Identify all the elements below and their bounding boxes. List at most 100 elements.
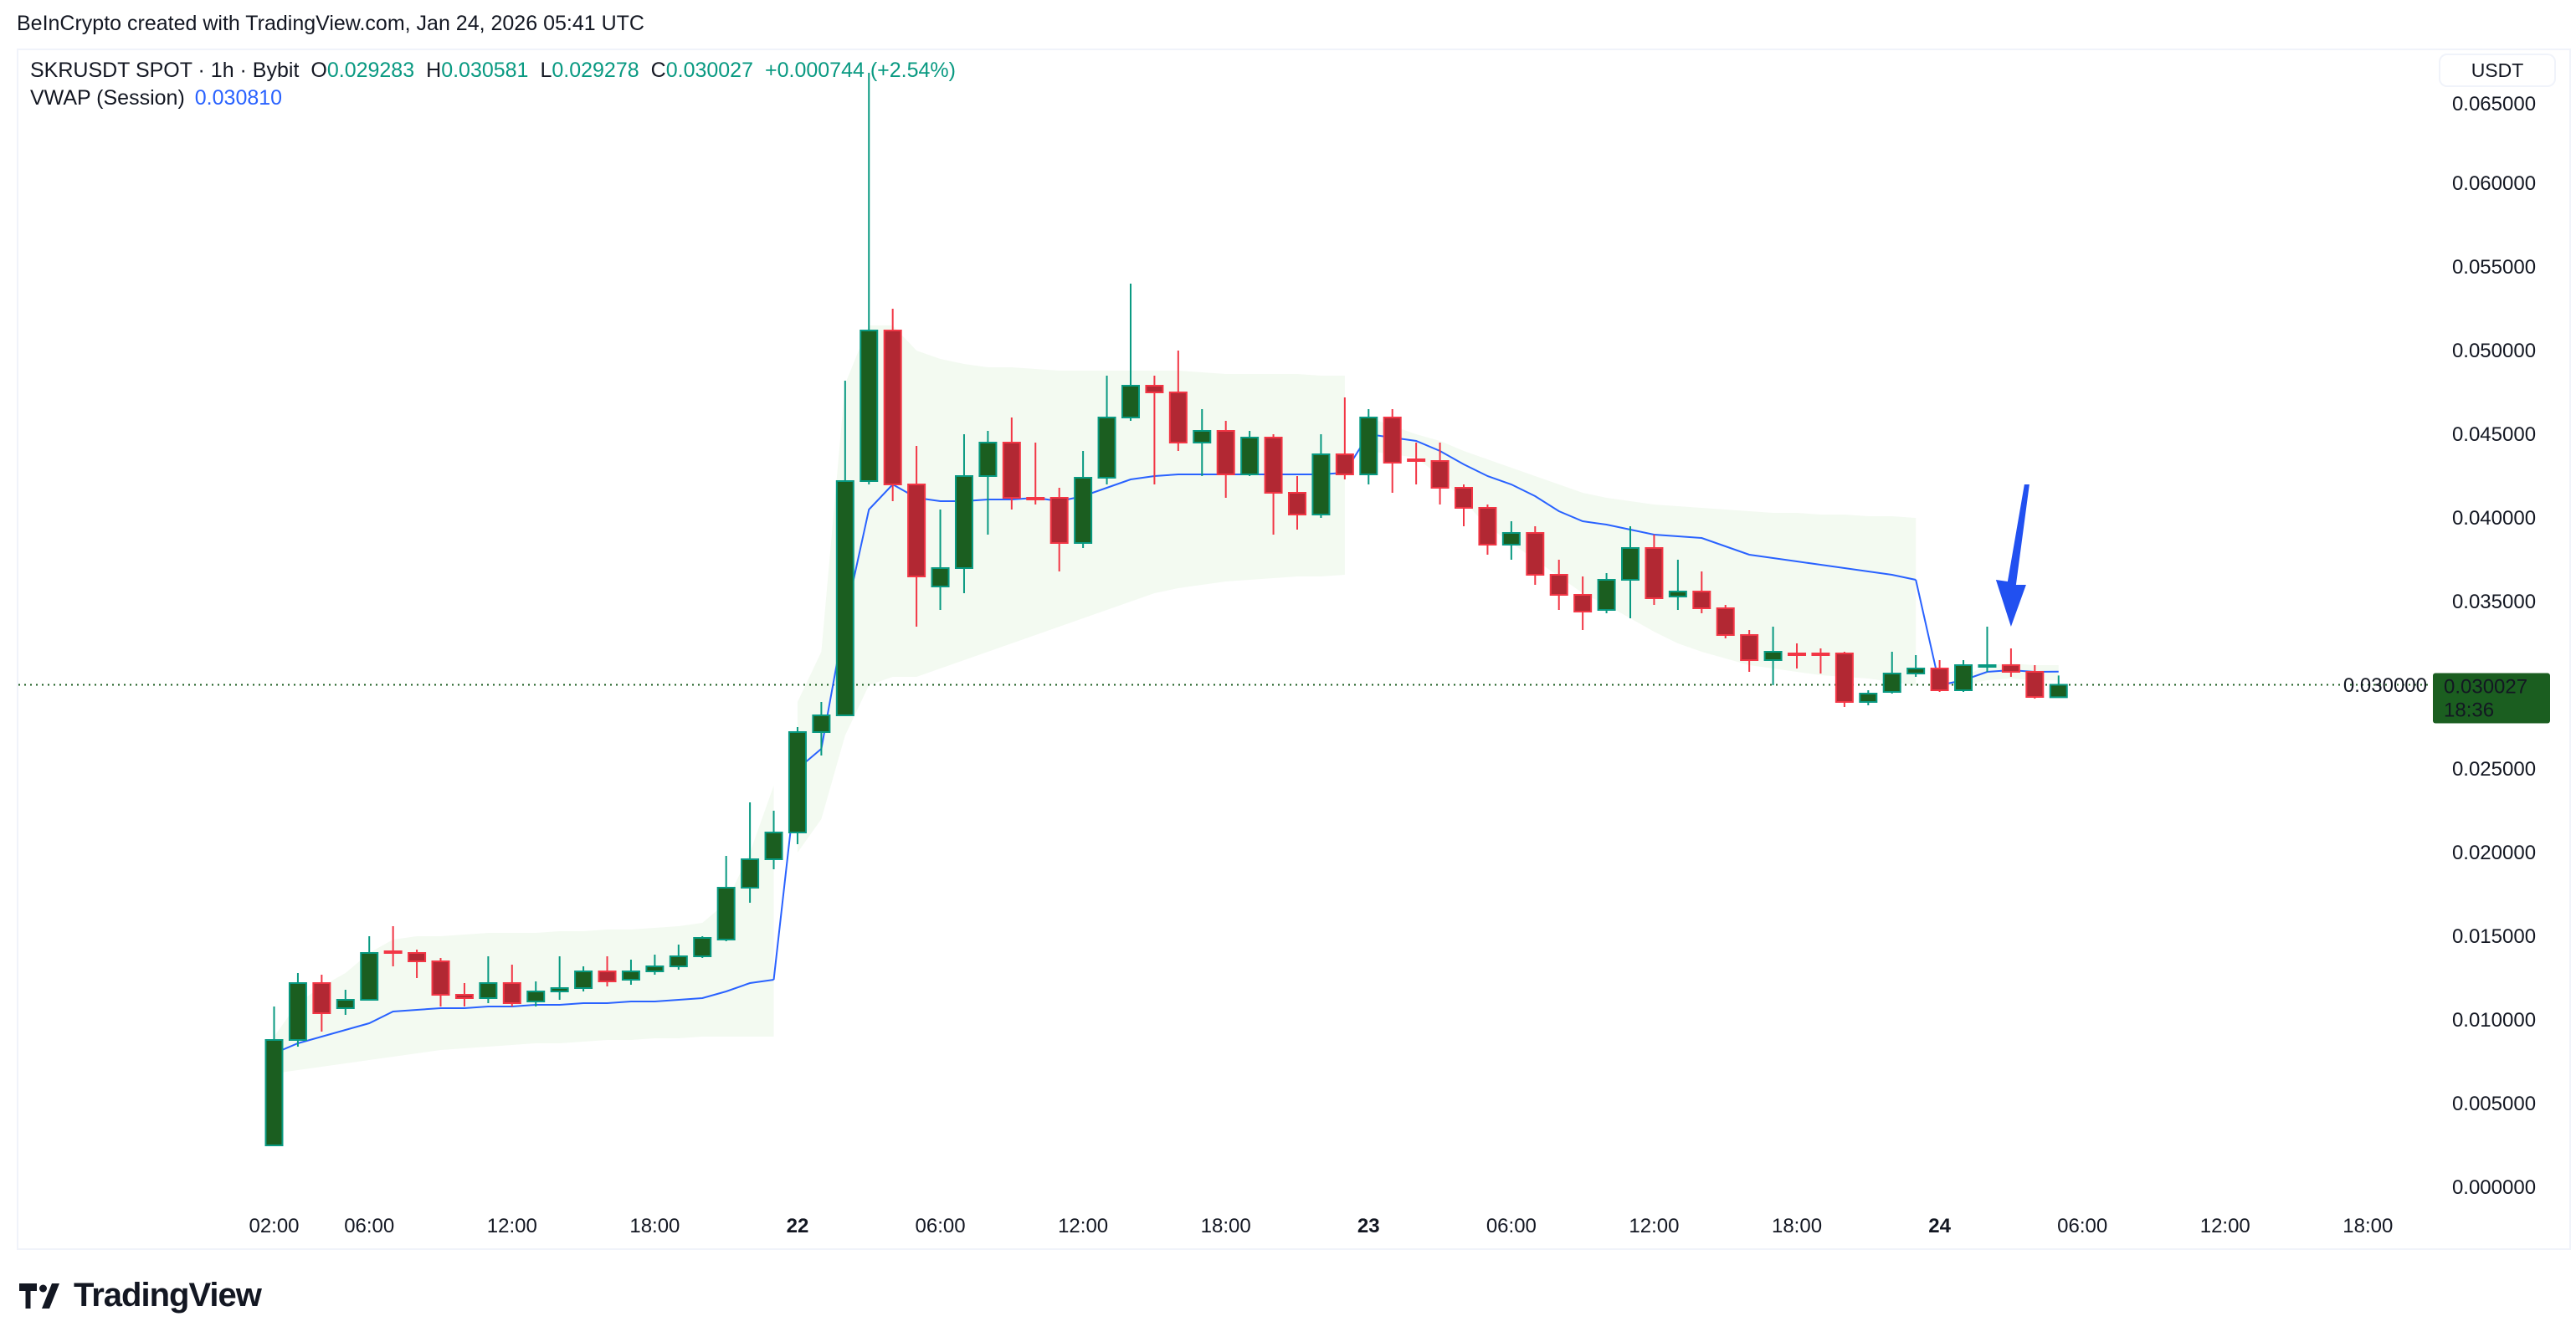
candle-body [1526,532,1545,576]
vwap-line-session-2 [1368,433,1917,581]
candle [264,1006,284,1146]
candle-body [454,994,474,999]
low-label: L [540,59,552,82]
time-tick-label: 06:00 [2057,1215,2107,1237]
indicator-legend[interactable]: VWAP (Session) 0.030810 [30,86,282,110]
candle [1835,652,1854,707]
candle-body [812,715,831,733]
candle-body [1668,591,1687,597]
candle [454,983,474,1006]
candle [1335,397,1354,479]
candle-body [954,475,973,569]
candle [1074,451,1093,548]
candle-body [1740,634,1759,661]
candle-body [1906,668,1926,674]
candle [645,955,665,975]
candle [550,956,569,1000]
candle [1216,421,1235,498]
indicator-name: VWAP (Session) [30,86,185,110]
candle-body [1811,653,1830,656]
candle-body [1621,547,1640,581]
candle-body [312,982,331,1014]
candle-body [1407,458,1426,462]
candle-body [1145,385,1164,393]
price-tick-label: 0.020000 [2452,842,2536,864]
price-tick-label: 0.010000 [2452,1009,2536,1032]
candle-body [408,952,427,962]
tradingview-wordmark: TradingView [74,1277,262,1314]
candle-body [1359,417,1378,475]
candle-body [883,330,902,485]
price-tick-label: 0.005000 [2452,1093,2536,1115]
candle [1383,409,1402,493]
open-label: O [310,59,327,82]
vwap-band-session-1 [797,325,1345,853]
time-tick-label: 06:00 [344,1215,394,1237]
candle [1501,521,1521,560]
last-price-value: 0.030027 [2444,675,2527,698]
candle-body [1763,651,1783,661]
candle-body [1882,673,1901,693]
price-tick-label: 0.040000 [2452,507,2536,530]
candle-body [1788,653,1807,656]
candle [598,956,617,986]
price-tick-label: 0.045000 [2452,423,2536,446]
price-tick-label: 0.030000 [2343,674,2427,697]
candle [669,945,688,970]
currency-button[interactable]: USDT [2439,54,2556,87]
candle-body [1287,492,1306,515]
candle [1645,535,1664,605]
candle-body [931,567,950,587]
candle-body [1002,442,1021,499]
candle [312,975,331,1032]
candle [1954,660,1973,692]
candle [1906,655,1926,677]
candle [741,802,760,903]
candle-body [645,966,665,972]
chart-pane[interactable] [17,49,2571,1250]
candle-body [1311,453,1331,515]
candle-body [479,982,498,999]
time-tick-label: 18:00 [1201,1215,1251,1237]
candle [1978,627,1997,672]
candle [1049,488,1069,571]
candle-body [1478,507,1497,546]
candle [716,856,736,941]
candle [835,381,854,716]
candle [1478,505,1497,555]
candle [1716,605,1735,638]
candle-body [764,832,783,860]
candle [1549,560,1568,610]
time-tick-label: 22 [787,1215,809,1237]
candle-body [1954,664,1973,691]
candle-body [1430,460,1450,489]
symbol-label[interactable]: SKRUSDT SPOT · 1h · Bybit [30,59,300,82]
price-tick-label: 0.065000 [2452,93,2536,115]
change-value: +0.000744 (+2.54%) [765,59,956,82]
vwap-band-session-0 [274,786,774,1073]
candle [1740,630,1759,672]
time-tick-label: 24 [1928,1215,1951,1237]
candle [1026,443,1045,505]
chart-credit: BeInCrypto created with TradingView.com,… [17,12,644,35]
candle-body [1168,392,1188,443]
candle-body [526,991,546,1002]
price-tick-label: 0.060000 [2452,172,2536,195]
price-tick-label: 0.025000 [2452,758,2536,781]
price-tick-label: 0.050000 [2452,340,2536,362]
candle-body [431,960,450,996]
candle [907,446,926,627]
candle-body [1193,430,1212,443]
high-label: H [426,59,442,82]
candle-body [1335,453,1354,475]
candle-body [1455,487,1473,509]
candle-body [1573,594,1593,612]
time-tick-label: 12:00 [1629,1215,1679,1237]
candle [1097,376,1116,484]
low-value: 0.029278 [552,59,639,82]
candle [954,434,973,593]
candle [1788,643,1807,668]
close-value: 0.030027 [665,59,753,82]
annotation-arrow-icon [1995,484,2029,627]
